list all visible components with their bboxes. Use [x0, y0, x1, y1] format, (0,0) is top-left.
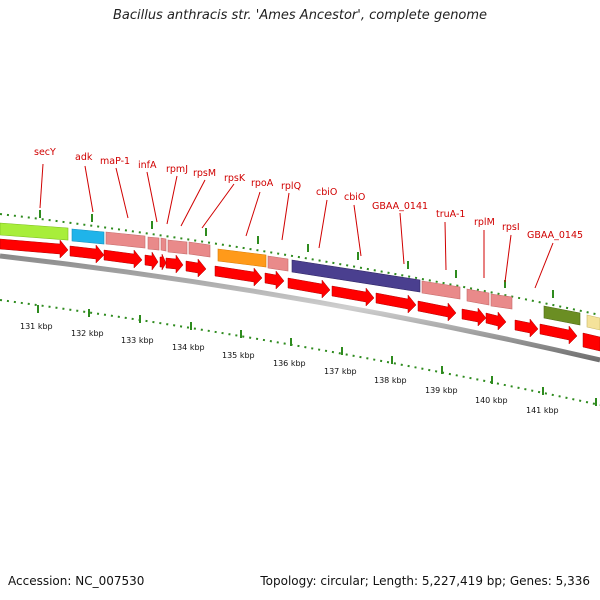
cds-arrow: [331, 285, 375, 307]
cds-arrow: [514, 318, 539, 338]
cds-arrow: [0, 238, 69, 259]
feature-pink: [267, 255, 289, 272]
feature-pink: [167, 239, 188, 255]
feature-boxes: [0, 222, 600, 331]
gene-label: adk: [75, 152, 93, 163]
kbp-label: 138 kbp: [374, 376, 407, 385]
kbp-label: 131 kbp: [20, 322, 53, 331]
gene-labels: secY adk maP-1 infA rpmJ rpsM rpsK rpoA …: [34, 147, 583, 241]
cds-arrow: [103, 249, 143, 269]
feature-cyan: [71, 228, 105, 245]
kbp-label: 132 kbp: [71, 329, 104, 338]
upper-tick-track: [0, 213, 600, 316]
kbp-label: 133 kbp: [121, 336, 154, 345]
genome-backbone: [0, 253, 600, 363]
gene-label: cbiO: [316, 187, 337, 198]
accession-text: Accession: NC_007530: [8, 574, 145, 588]
cds-arrow: [69, 244, 105, 264]
lower-tick-track: [0, 299, 600, 406]
gene-label: rplM: [474, 217, 495, 228]
kbp-label: 139 kbp: [425, 386, 458, 395]
feature-pink: [147, 236, 160, 251]
gene-label: rpsK: [224, 173, 246, 184]
feature-lime: [0, 222, 69, 241]
kbp-label: 137 kbp: [324, 367, 357, 376]
cds-arrow: [264, 270, 285, 290]
feature-pink: [490, 293, 513, 310]
map-title: Bacillus anthracis str. 'Ames Ancestor',…: [112, 8, 488, 23]
cds-arrow: [461, 307, 487, 327]
cds-arrow: [485, 311, 507, 331]
gene-leader-lines: [39, 163, 554, 289]
lower-major-ticks: [37, 305, 597, 406]
cds-arrow: [214, 265, 263, 287]
gene-label: rplQ: [281, 181, 301, 192]
kbp-labels: 131 kbp 132 kbp 133 kbp 134 kbp 135 kbp …: [20, 322, 559, 415]
cds-arrow: [375, 292, 417, 314]
cds-arrow: [582, 332, 600, 352]
gene-label: rpmJ: [166, 164, 188, 175]
feature-pink: [188, 241, 211, 258]
feature-orange: [217, 248, 267, 268]
upper-major-ticks: [39, 210, 554, 298]
cds-arrows: [0, 238, 600, 352]
cds-arrow: [287, 277, 331, 299]
cds-arrow: [185, 258, 207, 278]
feature-pink: [105, 231, 146, 249]
feature-cream: [586, 314, 600, 331]
kbp-label: 136 kbp: [273, 359, 306, 368]
gene-label: cbiO: [344, 192, 365, 203]
feature-pink: [421, 280, 461, 300]
kbp-label: 135 kbp: [222, 351, 255, 360]
cds-arrow: [159, 253, 167, 271]
gene-label: rpoA: [251, 178, 274, 189]
feature-pink: [160, 237, 167, 252]
gene-label: GBAA_0145: [527, 230, 583, 241]
cds-arrow: [417, 300, 457, 322]
gene-label: rpsM: [193, 168, 216, 179]
kbp-label: 141 kbp: [526, 406, 559, 415]
feature-olive: [543, 305, 581, 326]
gene-label: infA: [138, 160, 157, 171]
feature-purple: [291, 259, 421, 293]
genome-summary-text: Topology: circular; Length: 5,227,419 bp…: [260, 574, 590, 588]
kbp-label: 134 kbp: [172, 343, 205, 352]
gene-label: secY: [34, 147, 56, 158]
gene-label: truA-1: [436, 209, 465, 220]
gene-label: GBAA_0141: [372, 201, 428, 212]
feature-pink: [466, 288, 490, 306]
gene-label: rpsI: [502, 222, 520, 233]
kbp-label: 140 kbp: [475, 396, 508, 405]
cds-arrow: [165, 254, 184, 274]
cds-arrow: [144, 251, 159, 271]
gene-label: maP-1: [100, 156, 130, 167]
cds-arrow: [539, 323, 578, 345]
